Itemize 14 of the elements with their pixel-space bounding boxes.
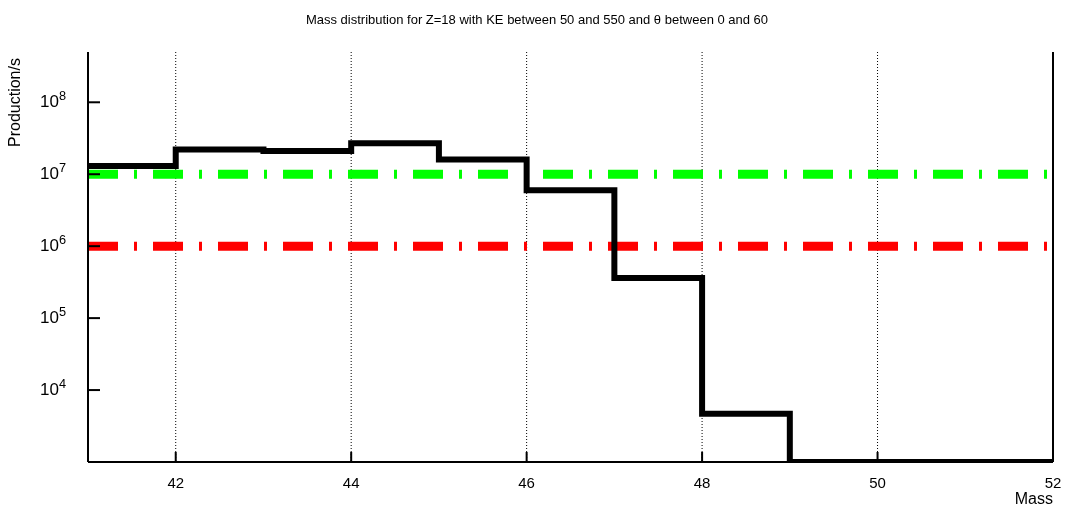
- x-tick-label: 48: [693, 474, 711, 491]
- y-tick-label: 10$^{7}$: [39, 159, 66, 184]
- y-tick-label: 10$^{5}$: [39, 303, 66, 328]
- y-axis-title: Production/s: [6, 58, 24, 147]
- x-axis-title: Mass: [1014, 490, 1053, 505]
- x-tick-label: 46: [518, 474, 535, 491]
- x-tick-label: 44: [342, 474, 360, 491]
- y-tick-label: 10$^{8}$: [39, 87, 66, 112]
- y-tick-label: 10$^{6}$: [39, 231, 66, 256]
- x-tick-label: 52: [1044, 474, 1062, 491]
- y-tick-label: 10$^{4}$: [39, 375, 66, 400]
- x-tick-label: 50: [869, 474, 886, 491]
- x-tick-label: 42: [167, 474, 185, 491]
- chart-title: Mass distribution for Z=18 with KE between 50 and 550 and θ between 0 and 60: [304, 12, 770, 27]
